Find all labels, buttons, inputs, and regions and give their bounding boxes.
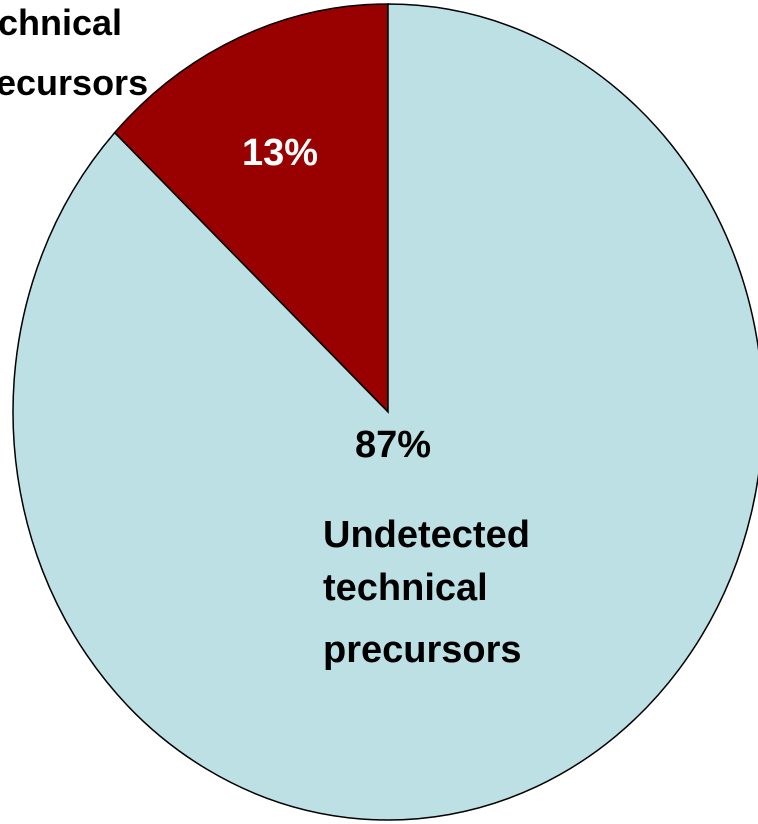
value-label: 87% <box>355 424 431 466</box>
pie-slice <box>113 3 389 414</box>
slice-name: chnical ecursors <box>0 2 148 103</box>
slice-name: Undetected technical precursors <box>323 514 530 671</box>
slice-name-line: chnical <box>0 2 122 43</box>
pie-slice <box>12 3 758 821</box>
slice-name-line: ecursors <box>0 62 148 103</box>
value-label: 13% <box>242 132 318 174</box>
slice-name-line: Undetected <box>323 514 530 556</box>
slice-name-line: precursors <box>323 629 522 671</box>
slice-name-line: technical <box>323 567 488 609</box>
